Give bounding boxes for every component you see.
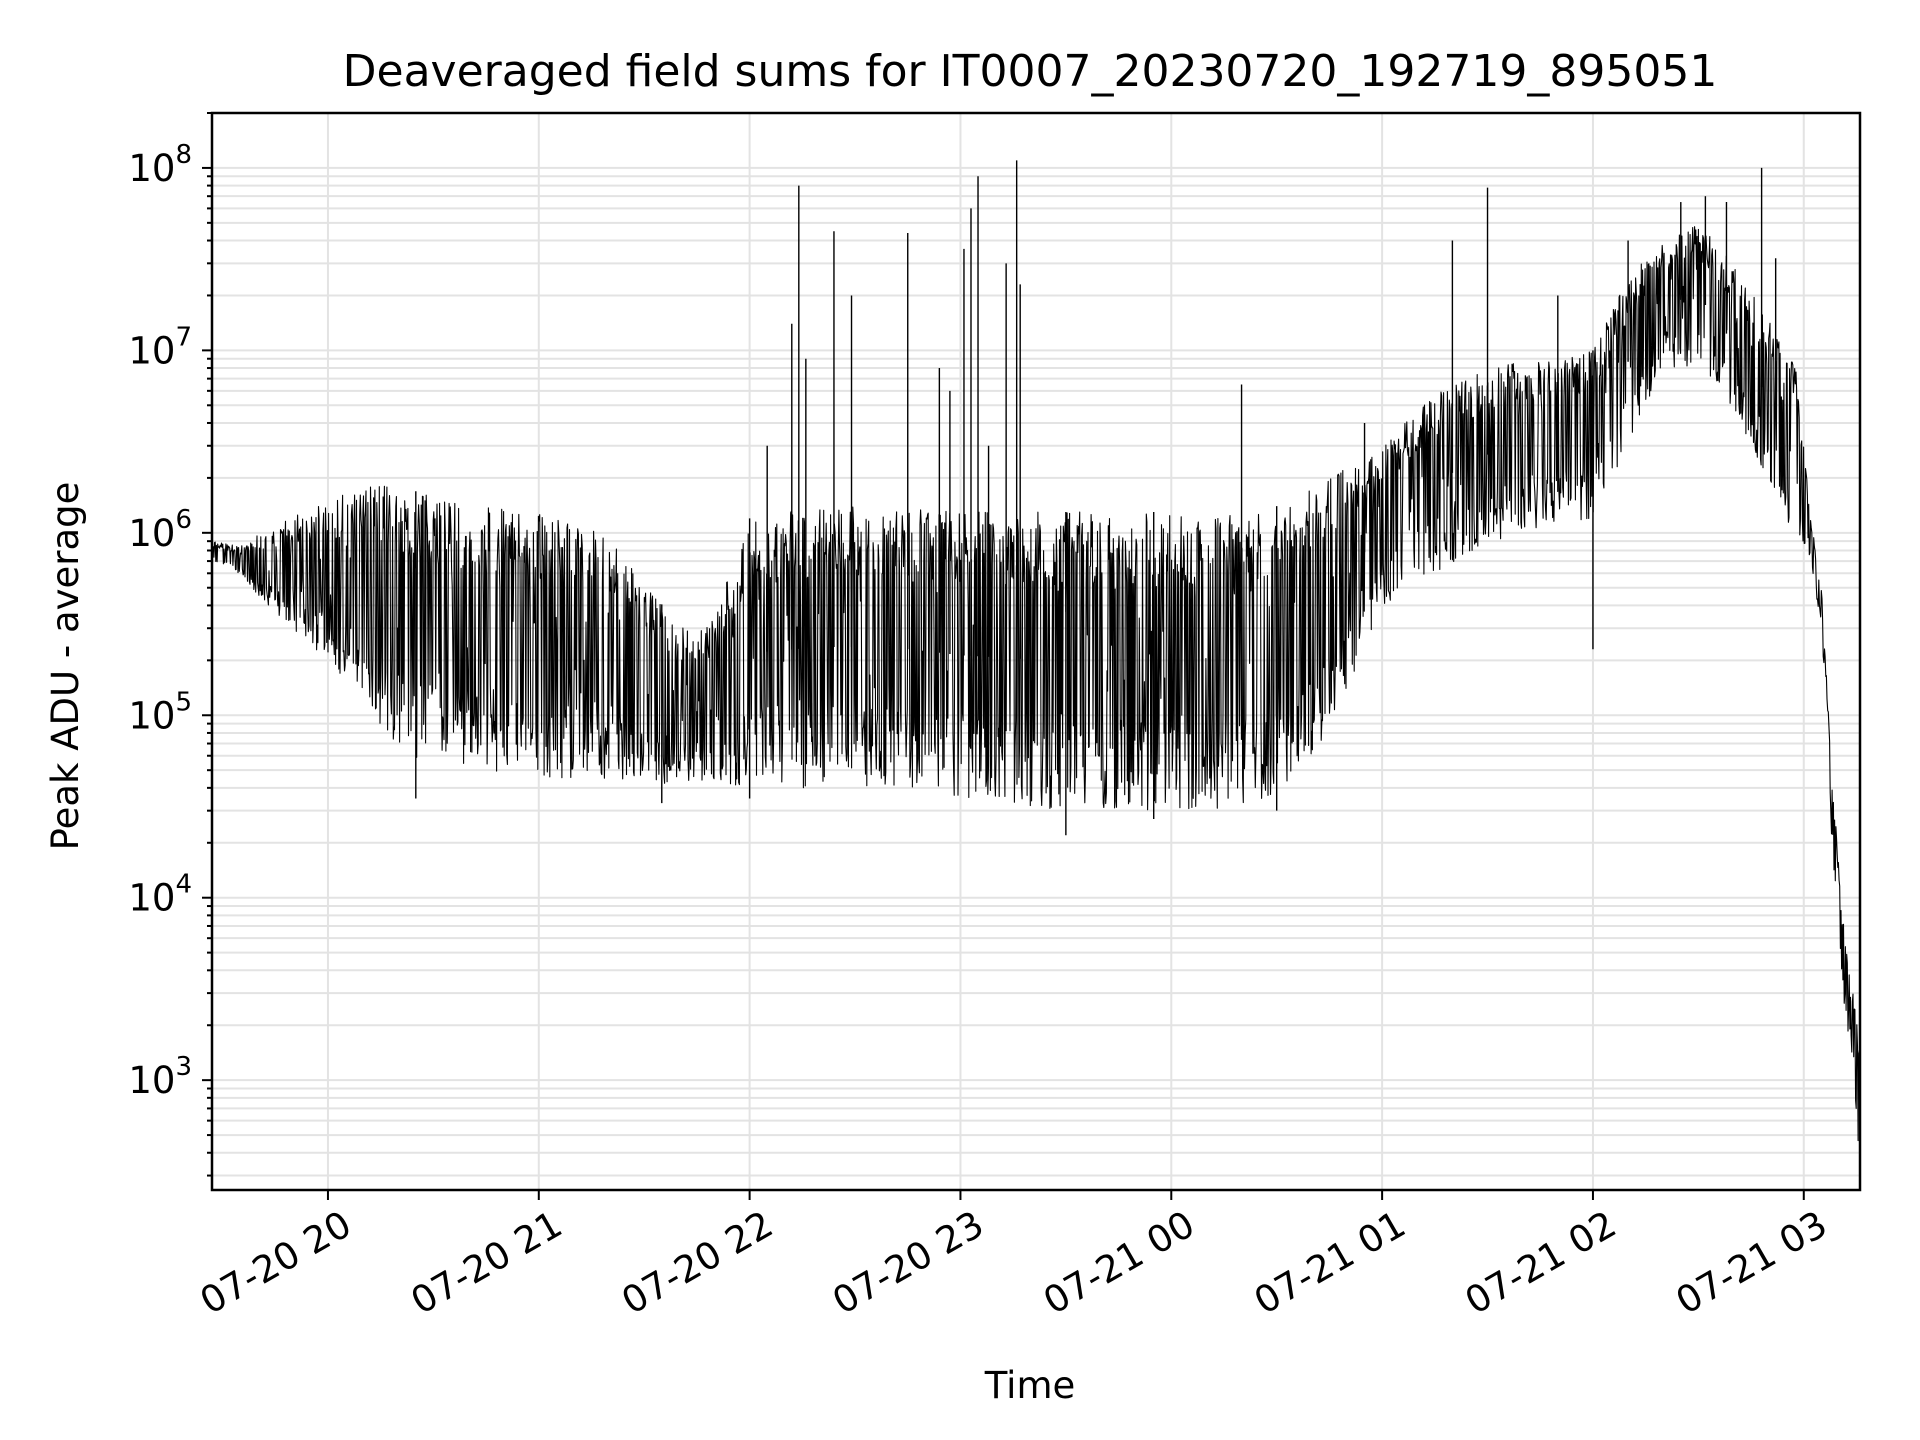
y-tick-label: 106 — [128, 505, 192, 555]
y-tick-exponent: 3 — [175, 1052, 192, 1082]
chart-title: Deaveraged field sums for IT0007_2023072… — [343, 46, 1718, 97]
y-tick-label: 104 — [128, 870, 192, 920]
y-tick-exponent: 7 — [175, 322, 192, 352]
y-tick-label: 108 — [128, 140, 192, 190]
y-tick-base: 10 — [128, 1059, 175, 1102]
y-tick-label: 103 — [128, 1052, 192, 1102]
y-tick-label: 105 — [128, 687, 192, 737]
plot-area — [212, 160, 1860, 1142]
y-tick-base: 10 — [128, 877, 175, 920]
y-tick-base: 10 — [128, 147, 175, 190]
y-tick-label: 107 — [128, 322, 192, 372]
y-tick-exponent: 6 — [175, 505, 192, 535]
series-trace — [212, 160, 1860, 1142]
y-tick-exponent: 5 — [175, 687, 192, 717]
y-tick-base: 10 — [128, 329, 175, 372]
y-tick-base: 10 — [128, 694, 175, 737]
x-axis-label: Time — [984, 1364, 1076, 1407]
y-tick-base: 10 — [128, 512, 175, 555]
y-tick-exponent: 4 — [175, 870, 192, 900]
series-line — [212, 226, 1860, 1142]
grid — [212, 112, 1860, 1190]
y-tick-exponent: 8 — [175, 140, 192, 170]
y-axis-label: Peak ADU - average — [44, 482, 87, 851]
axes-frame — [210, 111, 1862, 1192]
